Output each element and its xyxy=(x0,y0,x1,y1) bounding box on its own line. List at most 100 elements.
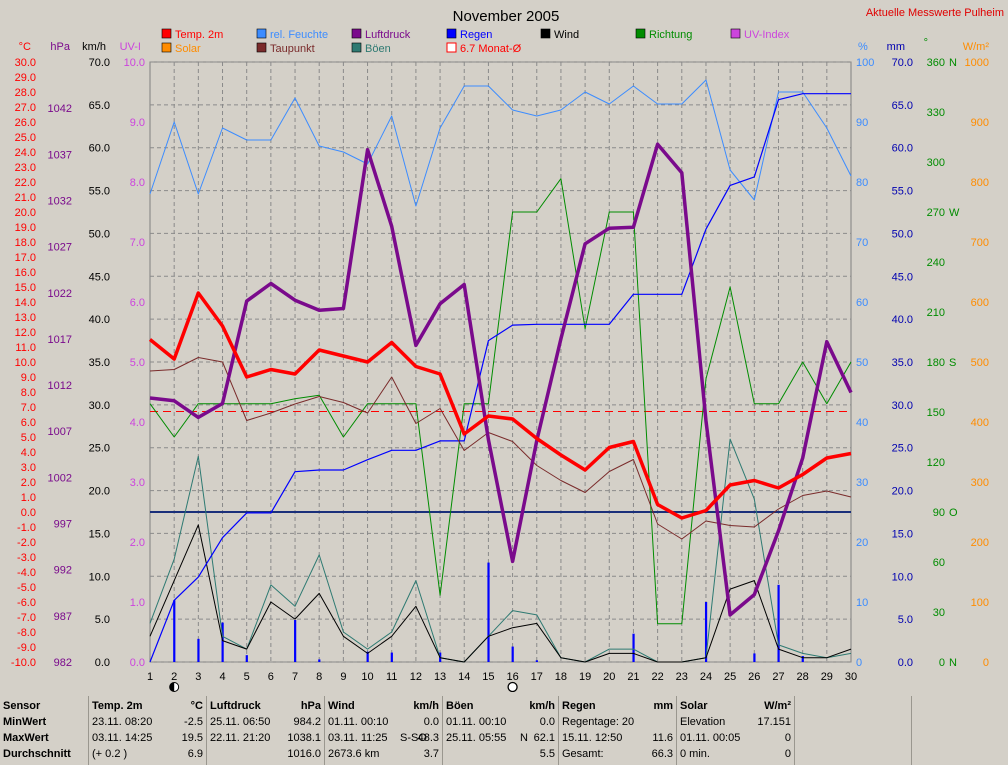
hpa-tick-label: 1012 xyxy=(48,380,72,392)
degree-tick-label: 60 xyxy=(933,557,945,569)
rain-bar xyxy=(390,652,393,662)
legend-label: Luftdruck xyxy=(365,29,411,41)
gust-max-extra: N xyxy=(520,732,528,744)
compass-letter: N xyxy=(949,57,957,69)
celsius-tick-label: -6.0 xyxy=(17,597,36,609)
legend-swatch xyxy=(540,28,551,39)
temp-min-value: -2.5 xyxy=(184,716,203,728)
degree-tick-label: 270 xyxy=(927,207,945,219)
x-tick-label: 18 xyxy=(555,671,567,683)
wind-max-value: 48.3 xyxy=(417,732,439,744)
kmh-tick-label: 5.0 xyxy=(95,614,110,626)
series-rel-feuchte xyxy=(149,79,852,207)
uv-tick-label: 9.0 xyxy=(130,117,145,129)
gust-min-when: 01.11. 00:10 xyxy=(446,716,507,728)
wm2-tick-label: 500 xyxy=(971,357,989,369)
legend-label: UV-Index xyxy=(744,29,790,41)
compass-letter: O xyxy=(949,507,958,519)
summary-temp: Temp. 2m °C 23.11. 08:20 -2.5 03.11. 14:25… xyxy=(89,696,207,765)
rain-max-when: 15.11. 12:50 xyxy=(562,732,623,744)
celsius-tick-label: 10.0 xyxy=(15,357,36,369)
legend-swatch xyxy=(730,28,741,39)
compass-letter: W xyxy=(949,207,960,219)
x-tick-label: 20 xyxy=(603,671,615,683)
rain-bar xyxy=(221,622,224,662)
hpa-tick-label: 1032 xyxy=(48,195,72,207)
celsius-tick-label: 13.0 xyxy=(15,312,36,324)
celsius-tick-label: 15.0 xyxy=(15,282,36,294)
celsius-tick-label: -9.0 xyxy=(17,642,36,654)
kmh-tick-label: 40.0 xyxy=(89,314,110,326)
celsius-tick-label: 1.0 xyxy=(21,492,36,504)
hpa-axis-label: hPa xyxy=(50,41,70,53)
celsius-tick-label: 11.0 xyxy=(15,342,36,354)
celsius-tick-label: 27.0 xyxy=(15,102,36,114)
temp-unit: °C xyxy=(190,700,203,712)
uv-tick-label: 8.0 xyxy=(130,177,145,189)
solar-title: Solar xyxy=(680,700,708,712)
celsius-tick-label: 0.0 xyxy=(21,507,36,519)
mm-axis-label: mm xyxy=(887,41,905,53)
percent-tick-label: 60 xyxy=(856,297,868,309)
pressure-min-value: 984.2 xyxy=(293,716,321,728)
compass-letter: S xyxy=(949,357,956,369)
x-tick-label: 11 xyxy=(386,671,397,683)
celsius-tick-label: 8.0 xyxy=(21,387,36,399)
rain-bar xyxy=(245,655,248,662)
legend-label: 6.7 Monat-Ø xyxy=(460,43,522,55)
rain-bar xyxy=(535,660,538,662)
kmh-tick-label: 35.0 xyxy=(89,357,110,369)
chart-legend: Temp. 2m Solar rel. Feuchte Taupunkt Luftdru… xyxy=(161,28,790,55)
degree-tick-label: 240 xyxy=(927,257,945,269)
celsius-tick-label: 14.0 xyxy=(15,297,36,309)
celsius-tick-label: 9.0 xyxy=(21,372,36,384)
series-b-en xyxy=(149,438,852,663)
degree-tick-label: 90 xyxy=(933,507,945,519)
kmh-tick-label: 65.0 xyxy=(89,100,110,112)
wm2-tick-label: 700 xyxy=(971,237,989,249)
wm2-tick-label: 100 xyxy=(971,597,989,609)
pressure-max-when: 22.11. 21:20 xyxy=(210,732,271,744)
series-wind xyxy=(149,524,852,663)
chart-title: November 2005 xyxy=(453,8,560,25)
celsius-tick-label: 5.0 xyxy=(21,432,36,444)
legend-swatch xyxy=(446,42,457,53)
legend-swatch xyxy=(161,28,172,39)
x-tick-label: 15 xyxy=(482,671,494,683)
celsius-tick-label: 3.0 xyxy=(21,462,36,474)
percent-tick-label: 40 xyxy=(856,417,868,429)
temp-avg-value: 6.9 xyxy=(187,748,203,760)
celsius-tick-label: 23.0 xyxy=(15,162,36,174)
celsius-tick-label: -5.0 xyxy=(17,582,36,594)
celsius-axis-label: °C xyxy=(19,41,31,53)
x-tick-label: 3 xyxy=(195,671,201,683)
uv-tick-label: 2.0 xyxy=(130,537,145,549)
legend-swatch xyxy=(446,28,457,39)
x-tick-label: 17 xyxy=(531,671,543,683)
x-tick-label: 24 xyxy=(700,671,712,683)
percent-tick-label: 80 xyxy=(856,177,868,189)
celsius-tick-label: 29.0 xyxy=(15,72,36,84)
station-link[interactable]: Aktuelle Messwerte Pulheim xyxy=(866,7,1004,19)
x-tick-label: 4 xyxy=(219,671,225,683)
hpa-tick-label: 1042 xyxy=(48,103,72,115)
celsius-tick-label: 21.0 xyxy=(15,192,36,204)
mm-tick-label: 0.0 xyxy=(898,657,913,669)
legend-swatch xyxy=(351,42,362,53)
moon-shadow xyxy=(169,682,175,692)
degree-tick-label: 150 xyxy=(927,407,945,419)
mm-tick-label: 30.0 xyxy=(892,400,913,412)
gust-avg-value: 5.5 xyxy=(539,748,555,760)
temp-avg-when: (+ 0.2 ) xyxy=(92,748,128,760)
legend-label: Richtung xyxy=(649,29,692,41)
kmh-tick-label: 60.0 xyxy=(89,143,110,155)
celsius-tick-label: 6.0 xyxy=(21,417,36,429)
x-tick-label: 29 xyxy=(821,671,833,683)
celsius-tick-label: 16.0 xyxy=(15,267,36,279)
degree-tick-label: 300 xyxy=(927,157,945,169)
wind-min-value: 0.0 xyxy=(423,716,439,728)
gust-max-value: 62.1 xyxy=(533,732,555,744)
weather-chart: 1 2 3 4 5 6 7 8 9 10 11 12 13 14 15 16 17 18 19 20 21 22 23 24 2… xyxy=(11,7,1004,692)
uv-tick-label: 5.0 xyxy=(130,357,145,369)
mm-tick-label: 15.0 xyxy=(892,528,913,540)
